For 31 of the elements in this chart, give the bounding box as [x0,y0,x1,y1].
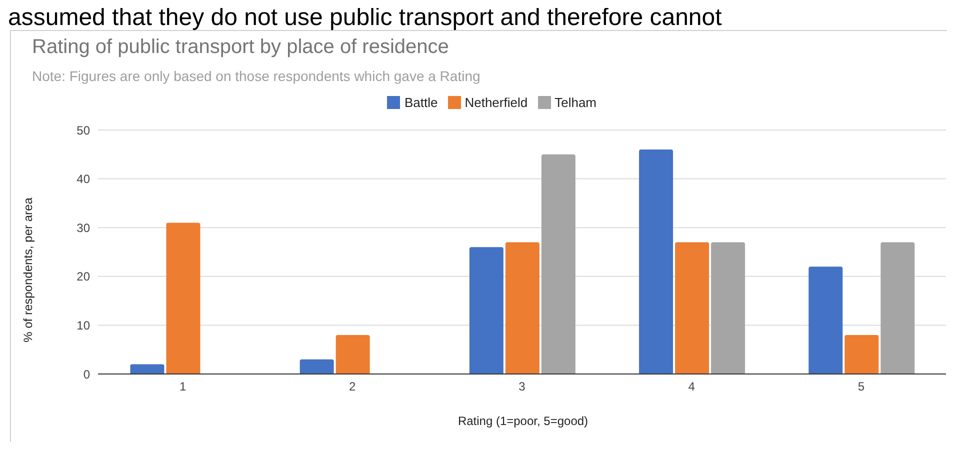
legend-label: Battle [404,95,438,110]
y-tick-label: 0 [83,367,90,382]
legend-label: Telham [554,95,597,110]
bar [166,222,200,374]
bar [844,334,879,374]
bar [675,242,710,374]
legend-label: Netherfield [464,95,528,110]
y-tick-label: 30 [76,220,90,235]
x-tick-label: 3 [518,380,526,394]
bar [336,334,370,374]
bar [541,154,576,374]
bar [639,150,674,374]
chart-title: Rating of public transport by place of residence [32,36,449,59]
x-tick-label: 4 [688,380,696,394]
x-tick-label: 1 [179,380,186,394]
bar [469,247,504,374]
bar [880,242,915,374]
y-axis-title: % of respondents, per area [21,198,35,342]
y-tick-label: 40 [76,172,90,186]
bar [130,364,164,374]
bar [711,242,746,374]
y-tick-label: 50 [76,123,90,138]
bar [300,359,334,374]
bar [505,242,540,374]
chart-subtitle: Note: Figures are only based on those respondents which gave a Rating [32,68,480,84]
y-tick-label: 10 [76,318,90,332]
x-tick-label: 2 [349,380,356,394]
x-tick-label: 5 [858,380,865,394]
bar [808,266,843,374]
x-axis-title: Rating (1=poor, 5=good) [456,414,590,428]
y-tick-label: 20 [76,270,90,284]
